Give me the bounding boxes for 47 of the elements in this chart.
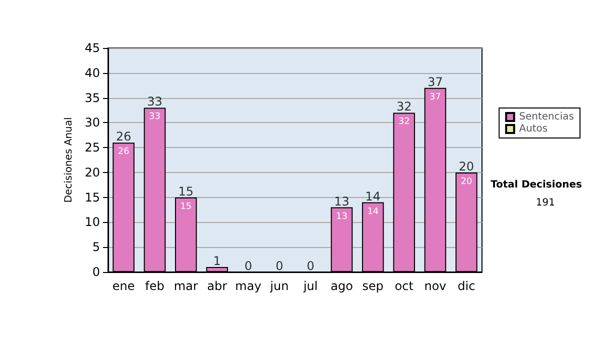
total-label: 20 xyxy=(458,159,474,174)
x-tick-label: feb xyxy=(145,279,164,293)
legend-label: Autos xyxy=(519,124,548,134)
text: 191 xyxy=(536,198,556,208)
x-tick-label: ene xyxy=(112,279,135,293)
total-label: 0 xyxy=(306,259,314,273)
total-label: 32 xyxy=(396,100,412,114)
data-label: 26 xyxy=(118,147,130,158)
total-label: 33 xyxy=(147,94,162,109)
x-tick-label: ago xyxy=(330,279,353,293)
y-tick-label: 10 xyxy=(84,215,100,230)
y-tick-label: 15 xyxy=(84,190,100,204)
x-tick-label: abr xyxy=(207,279,228,293)
y-tick-label: 20 xyxy=(84,165,100,180)
total-label: 13 xyxy=(334,194,350,208)
y-tick-label: 35 xyxy=(84,90,100,105)
x-tick-label: nov xyxy=(424,279,446,293)
y-tick-label: 45 xyxy=(84,41,100,55)
x-tick-label: jul xyxy=(302,279,318,293)
legend-label: Sentencias xyxy=(519,112,574,122)
data-label: 13 xyxy=(336,212,348,222)
x-tick-label: may xyxy=(235,279,262,293)
total-label: 0 xyxy=(244,259,252,273)
x-tick-label: jun xyxy=(269,279,289,293)
x-tick-label: oct xyxy=(394,279,414,293)
data-label: 32 xyxy=(398,117,410,128)
total-label: 14 xyxy=(365,189,381,204)
data-label: 14 xyxy=(367,206,379,217)
total-label: 1 xyxy=(213,254,221,268)
y-tick-label: 0 xyxy=(92,265,100,279)
y-tick-label: 30 xyxy=(84,116,100,130)
total-label: 37 xyxy=(428,74,443,89)
total-label: 0 xyxy=(276,259,284,273)
total-label: 15 xyxy=(178,184,194,198)
data-label: 15 xyxy=(180,202,192,212)
y-tick-label: 5 xyxy=(92,240,100,254)
data-label: 33 xyxy=(149,112,160,122)
data-label: 20 xyxy=(460,176,472,187)
y-tick-label: 40 xyxy=(84,66,100,80)
x-tick-label: sep xyxy=(362,279,384,293)
y-tick-label: 25 xyxy=(84,140,100,155)
x-tick-label: mar xyxy=(174,279,198,293)
total-label: 26 xyxy=(116,130,132,144)
text: Total Decisiones xyxy=(490,180,582,190)
data-label: 37 xyxy=(430,92,441,102)
y-axis-title: Decisiones Anual xyxy=(63,117,74,203)
x-tick-label: dic xyxy=(458,279,476,293)
